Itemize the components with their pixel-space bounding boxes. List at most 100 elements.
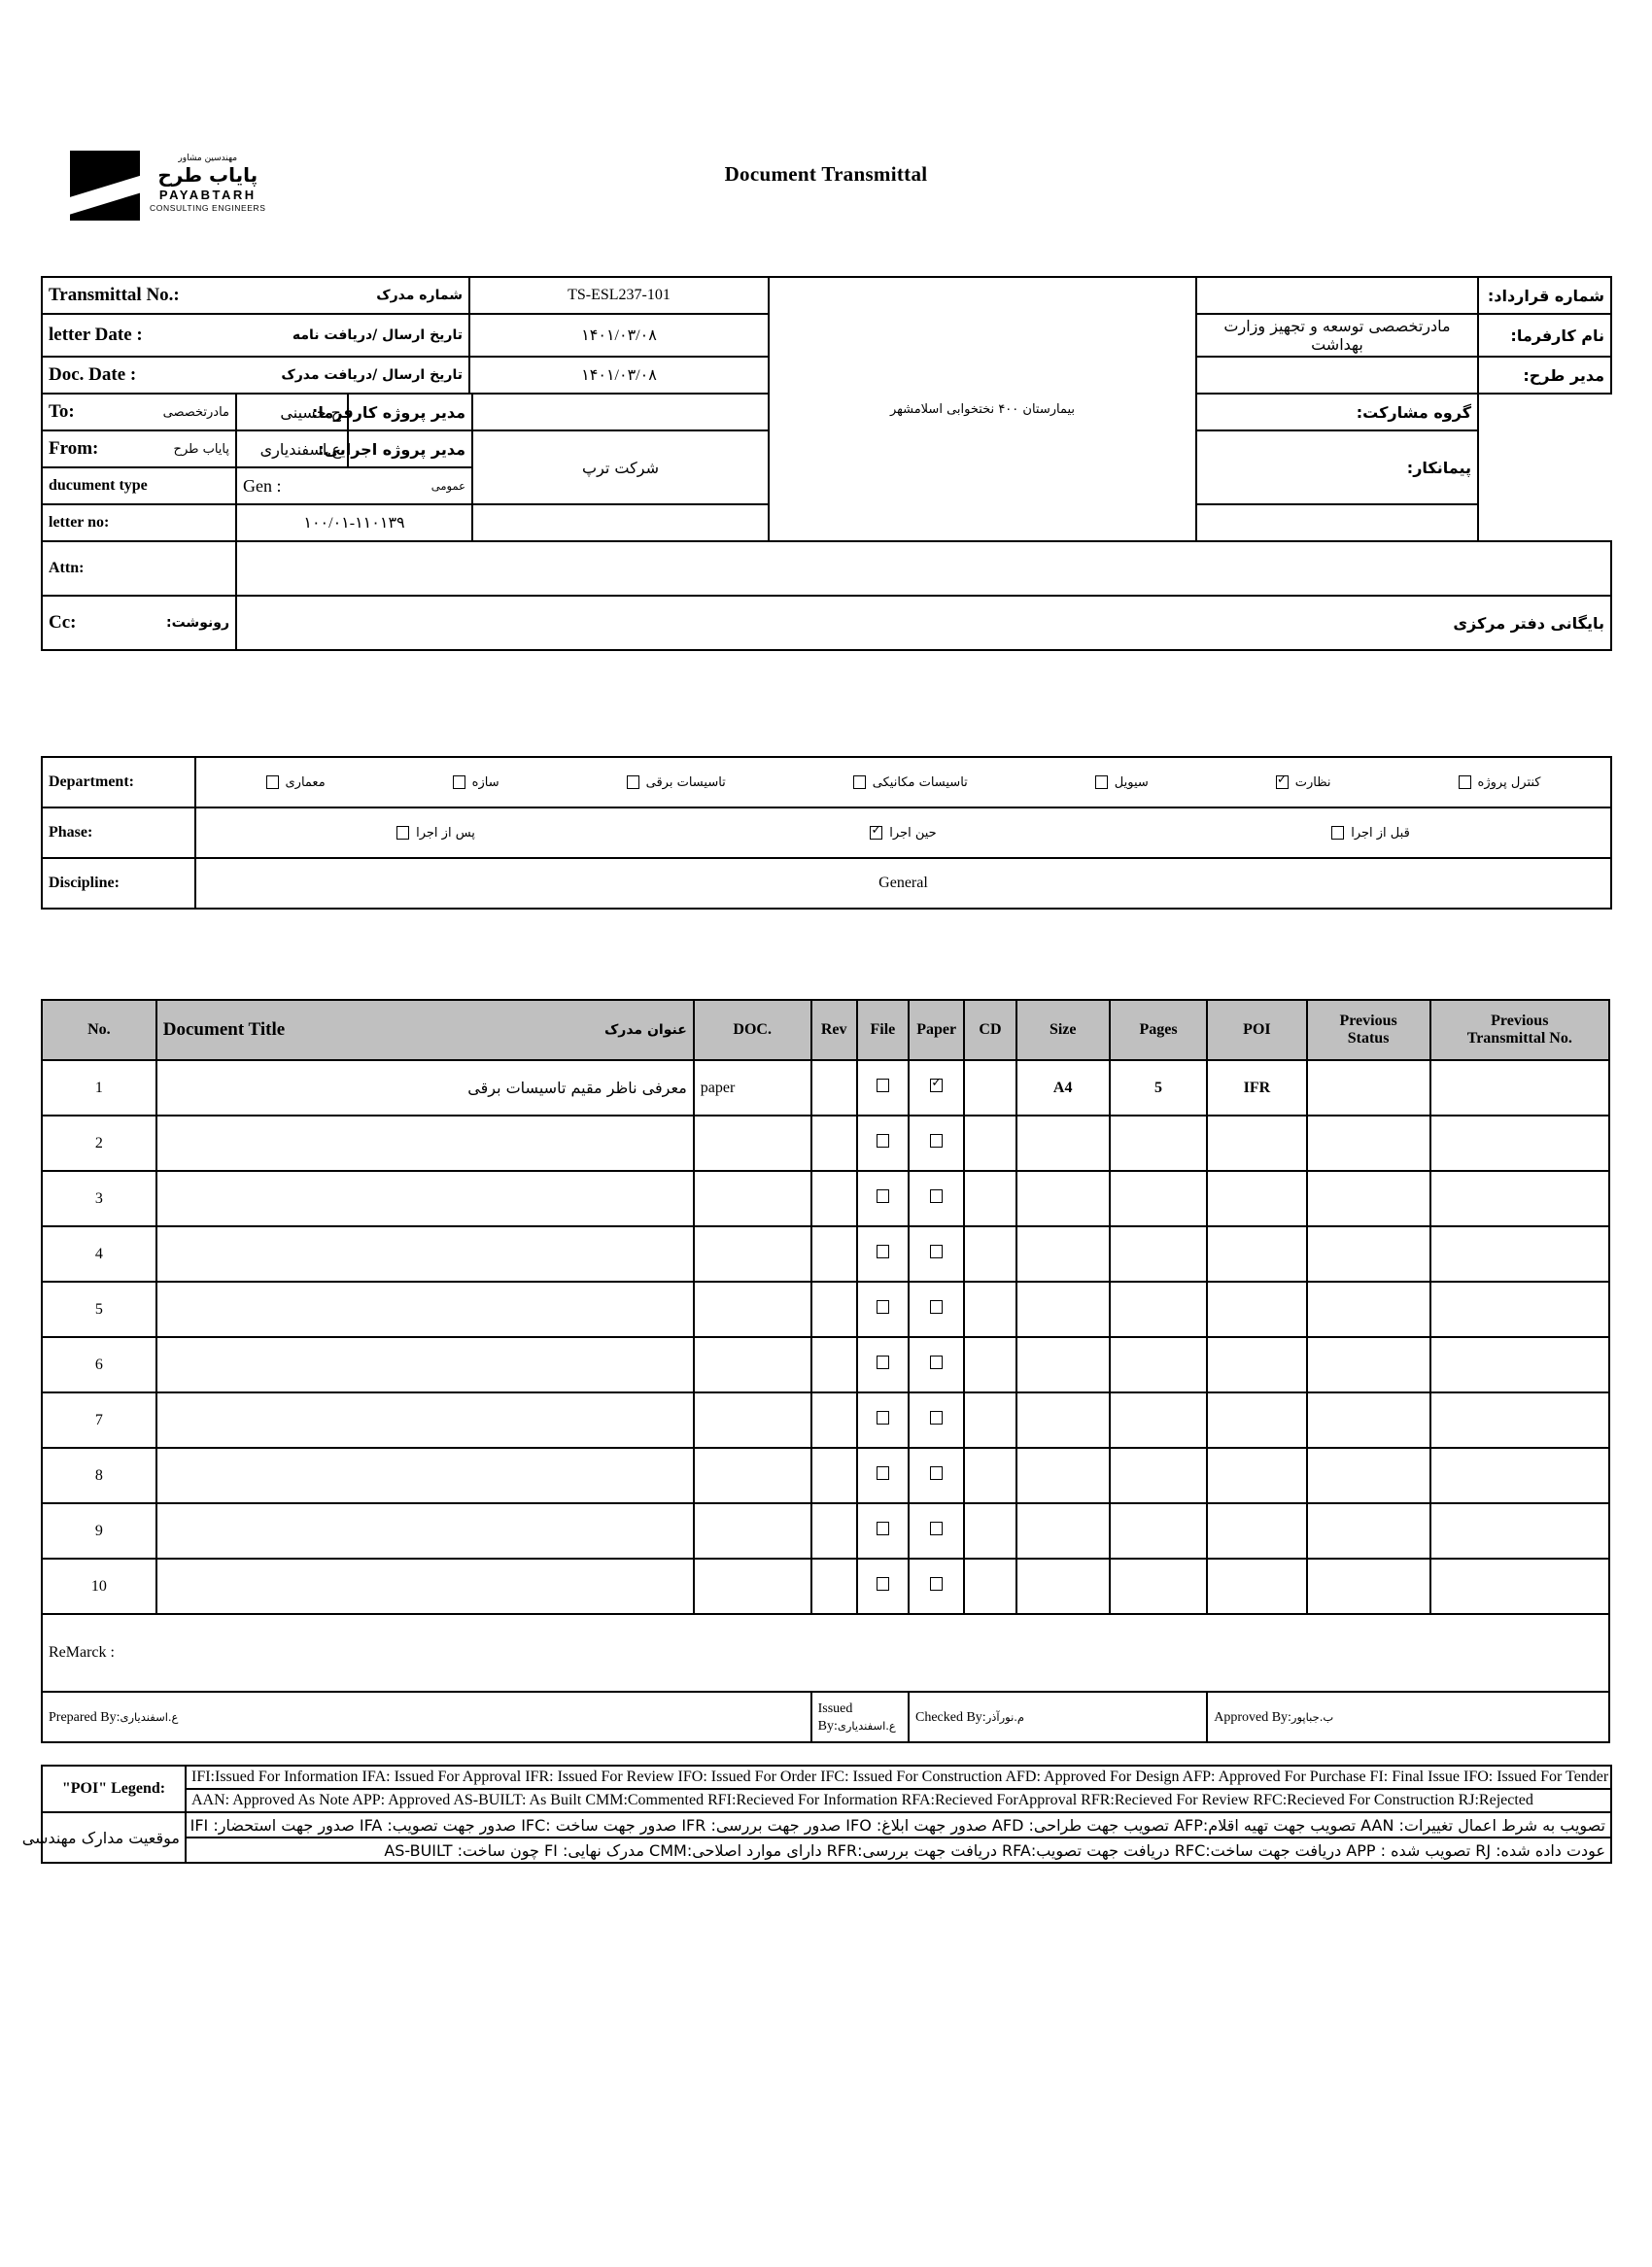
checkbox-unchecked-icon[interactable] [930,1134,944,1148]
department-option-kontrol-projeh[interactable]: کنترل پروژه [1458,775,1541,790]
signature-name: ع.اسفندیاری [837,1719,896,1733]
checkbox-unchecked-icon[interactable] [876,1245,889,1258]
classification-section: Department: معماری سازه تاسی [41,756,1652,910]
logo-persian-name: پایاب طرح [157,163,258,187]
contract-no-label: شماره قرارداد: [1477,276,1612,315]
checkbox-unchecked-icon[interactable] [930,1245,944,1258]
checkbox-unchecked-icon[interactable] [876,1577,889,1591]
department-option-memari[interactable]: معماری [265,774,326,790]
document-type-value-en: Gen : [243,475,282,496]
header-row-cc: Cc: رونوشت: بایگانی دفتر مرکزی [41,595,1612,651]
row-paper-checkbox-cell [907,1336,966,1393]
row-file-checkbox-cell [855,1336,910,1393]
row-size [1015,1115,1111,1172]
checkbox-unchecked-icon[interactable] [876,1411,889,1425]
signature-checked-by: Checked By:م.نورآذر [907,1691,1209,1743]
checkbox-unchecked-icon[interactable] [1458,775,1471,789]
checkbox-unchecked-icon[interactable] [930,1411,944,1425]
table-row: 9 [41,1502,1611,1560]
checkbox-unchecked-icon[interactable] [626,775,639,789]
col-header-previous-transmittal-line2: Transmittal No. [1466,1030,1572,1047]
department-option-label: معماری [285,774,326,790]
legend-row-fa-1: موقعیت مدارک مهندسی تصویب به شرط اعمال ت… [22,1811,1612,1864]
row-rev [809,1502,858,1560]
row-document-title [155,1225,695,1283]
remark-cell[interactable]: ReMarck : [41,1613,1610,1693]
row-size [1015,1225,1111,1283]
row-doc-type: paper [692,1059,812,1116]
row-document-title [155,1170,695,1227]
checkbox-unchecked-icon[interactable] [876,1522,889,1535]
phase-option-heyn-ejra[interactable]: حین اجرا [670,823,1137,841]
poi-legend-en-line-2: AAN: Approved As Note APP: Approved AS-B… [185,1788,1612,1813]
col-header-paper: Paper [907,999,966,1061]
department-row: Department: معماری سازه تاسی [41,756,1612,808]
checkbox-unchecked-icon[interactable] [876,1134,889,1148]
checkbox-checked-icon[interactable] [930,1076,944,1092]
checkbox-unchecked-icon[interactable] [930,1466,944,1480]
checkbox-unchecked-icon[interactable] [876,1079,889,1092]
row-paper-checkbox-cell [907,1558,966,1615]
row-previous-status [1305,1502,1431,1560]
checkbox-unchecked-icon[interactable] [930,1300,944,1314]
checkbox-unchecked-icon[interactable] [876,1189,889,1203]
row-paper-checkbox-cell [907,1059,966,1116]
row-size: A4 [1015,1059,1111,1116]
row-number: 6 [41,1336,157,1393]
poi-legend-fa-line-1: تصویب به شرط اعمال تغییرات: AAN تصویب جه… [185,1811,1612,1838]
checkbox-unchecked-icon[interactable] [930,1189,944,1203]
col-header-previous-transmittal-line1: Previous [1491,1013,1549,1029]
checkbox-unchecked-icon[interactable] [930,1356,944,1369]
row-pages [1108,1225,1209,1283]
checkbox-unchecked-icon[interactable] [1094,775,1108,789]
checkbox-unchecked-icon[interactable] [396,826,410,840]
checkbox-unchecked-icon[interactable] [452,775,465,789]
row-cd [963,1115,1017,1172]
department-option-sazeh[interactable]: سازه [452,775,499,790]
remark-row: ReMarck : [41,1613,1610,1693]
header-row-letter-date: letter Date : تاریخ ارسال /دریافت نامه ۱… [41,313,1612,358]
row-document-title: معرفی ناظر مقیم تاسیسات برقی [155,1059,695,1116]
row-paper-checkbox-cell [907,1502,966,1560]
row-number: 3 [41,1170,157,1227]
doc-date-label-fa: تاریخ ارسال /دریافت مدرک [281,367,463,383]
discipline-value: General [194,857,1612,910]
row-doc-type [692,1225,812,1283]
to-org-value: مادرتخصصی [162,404,229,420]
from-role-label: مدیر پروژه اجرایی: [318,429,473,468]
page-title: Document Transmittal [724,162,928,186]
row-rev [809,1170,858,1227]
checkbox-unchecked-icon[interactable] [265,775,279,789]
row-rev [809,1336,858,1393]
checkbox-unchecked-icon[interactable] [876,1356,889,1369]
checkbox-unchecked-icon[interactable] [876,1466,889,1480]
checkbox-checked-icon[interactable] [1275,773,1289,789]
to-label-en: To: [49,401,75,422]
department-option-nezarat[interactable]: نظارت [1275,773,1331,790]
row-previous-status [1305,1558,1431,1615]
contractor-label: پیمانکار: [1195,429,1479,505]
department-option-tasisat-barghi[interactable]: تاسیسات برقی [626,775,726,790]
classification-table: Department: معماری سازه تاسی [41,756,1612,910]
phase-option-pas-az-ejra[interactable]: پس از اجرا [202,826,670,841]
row-size [1015,1336,1111,1393]
checkbox-unchecked-icon[interactable] [876,1300,889,1314]
col-header-previous-status-line1: Previous [1339,1013,1397,1029]
phase-option-ghabl-az-ejra[interactable]: قبل از اجرا [1137,826,1604,841]
row-number: 10 [41,1558,157,1615]
col-header-rev: Rev [809,999,858,1061]
checkbox-unchecked-icon[interactable] [930,1522,944,1535]
department-option-tasisat-mekaniki[interactable]: تاسیسات مکانیکی [852,775,968,790]
checkbox-unchecked-icon[interactable] [930,1577,944,1591]
checkbox-checked-icon[interactable] [870,823,883,840]
checkbox-unchecked-icon[interactable] [1331,826,1345,840]
department-option-civil[interactable]: سیویل [1094,775,1149,790]
row-cd [963,1059,1017,1116]
row-pages [1108,1170,1209,1227]
checkbox-unchecked-icon[interactable] [852,775,866,789]
logo-tagline: CONSULTING ENGINEERS [150,203,266,213]
transmittal-page: مهندسین مشاور پایاب طرح PAYABTARH CONSUL… [0,151,1652,2267]
attn-value [235,540,1612,597]
from-person-value: ع.اسفندیاری [235,429,349,468]
header-info-section: Transmittal No.: شماره مدرک TS-ESL237-10… [41,276,1652,651]
